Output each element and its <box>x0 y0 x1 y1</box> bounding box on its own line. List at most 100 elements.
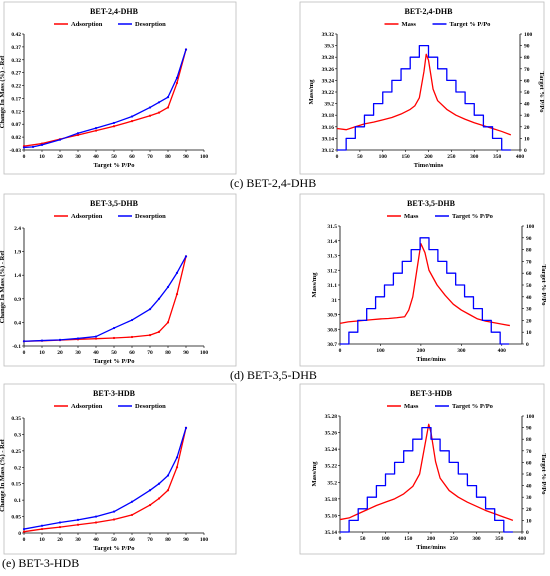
series-line <box>23 427 187 530</box>
data-point <box>112 510 116 513</box>
y-tick-label: 39.14 <box>322 136 335 142</box>
x-tick-label: 150 <box>404 536 413 542</box>
data-point <box>94 515 98 518</box>
data-point <box>184 48 188 51</box>
x-tick-label: 350 <box>495 536 504 542</box>
y2-tick-label: 70 <box>526 449 532 455</box>
caption-c: (c) BET-2,4-DHB <box>230 176 317 190</box>
y-tick-label: 39.26 <box>322 67 335 73</box>
chart-panel-5: 0 50 100 150 200 250 300 350 40035.1435.1635.183… <box>299 383 547 555</box>
x-tick-label: 0 <box>339 348 342 354</box>
chart-frame <box>3 193 237 367</box>
y-tick-label: 35.16 <box>325 513 338 519</box>
data-point <box>148 334 152 337</box>
data-point <box>22 530 26 533</box>
caption-e: (e) BET-3-HDB <box>2 556 80 570</box>
x-tick-label: 200 <box>424 154 433 160</box>
x-tick-label: 0 <box>339 536 342 542</box>
series-desorption <box>22 426 188 531</box>
data-point <box>184 426 188 429</box>
x-tick-label: 0 <box>23 154 26 160</box>
x-axis-label: Time/mins <box>416 356 446 363</box>
data-point <box>175 292 179 296</box>
legend-label: Mass <box>404 213 419 220</box>
y2-tick-label: 100 <box>526 224 535 230</box>
y2-tick-label: 70 <box>524 67 530 73</box>
data-point <box>31 145 35 149</box>
y-tick-label: 0.25 <box>11 449 21 455</box>
y2-tick-label: 50 <box>526 283 532 289</box>
data-point <box>130 335 134 339</box>
legend: Mass Target % P/Po <box>387 403 493 410</box>
data-point <box>130 120 134 123</box>
y-tick-label: 0.35 <box>11 416 21 422</box>
chart-panel-0: 0 10 20 30 40 50 60 70 80 90 100 -0.03 0.02 0.07 0.12 0… <box>0 1 237 175</box>
legend: Mass Target % P/Po <box>384 21 490 28</box>
y-tick-label: 39.16 <box>322 125 335 131</box>
y-tick-label: 0.32 <box>11 58 21 64</box>
y-tick-label: 0.07 <box>11 122 21 128</box>
series-line <box>23 427 187 533</box>
y-tick-label: 35.26 <box>325 431 338 437</box>
y2-tick-label: 0 <box>524 148 527 154</box>
data-point <box>130 318 134 322</box>
y-axis-label: Change In Mass (%) - Ref <box>0 250 6 324</box>
y-tick-label: 1.4 <box>14 273 21 279</box>
y2-tick-label: 90 <box>526 236 532 242</box>
x-tick-label: 200 <box>427 536 436 542</box>
data-point <box>157 101 161 104</box>
x-tick-label: 250 <box>447 154 456 160</box>
y2-tick-label: 20 <box>526 507 532 513</box>
series-line <box>340 237 510 345</box>
y-tick-label: 0.05 <box>11 515 21 521</box>
x-tick-label: 250 <box>450 536 459 542</box>
legend-label: Mass <box>404 403 419 410</box>
series-line <box>23 49 187 149</box>
series-adsorption <box>22 255 188 343</box>
x-tick-label: 100 <box>376 348 385 354</box>
x-tick-label: 50 <box>111 537 117 543</box>
y-tick-label: 0.1 <box>14 498 21 504</box>
x-tick-label: 30 <box>75 537 81 543</box>
x-axis-label: Target % P/Po <box>94 162 135 169</box>
data-point <box>130 500 134 503</box>
y2-tick-label: 0 <box>526 342 529 348</box>
data-point <box>148 308 152 311</box>
x-tick-label: 90 <box>183 350 189 356</box>
x-tick-label: 20 <box>57 537 63 543</box>
data-point <box>76 518 80 521</box>
y-tick-label: 31.5 <box>327 224 337 230</box>
y-tick-label: 0.17 <box>11 96 21 102</box>
series-mass <box>339 243 510 327</box>
data-point <box>58 525 62 529</box>
y-axis-label: Mass/mg <box>311 461 318 487</box>
data-point <box>157 482 161 485</box>
data-point <box>22 340 26 343</box>
y-tick-label: 35.28 <box>325 414 338 420</box>
x-tick-label: 80 <box>165 350 171 356</box>
data-point <box>94 335 98 338</box>
y2-tick-label: 80 <box>526 248 532 254</box>
y-axis-label: Mass/mg <box>308 79 315 105</box>
legend-label: Mass <box>402 21 417 28</box>
y2-tick-label: 40 <box>524 102 530 108</box>
chart-title: BET-3-HDB <box>410 389 453 398</box>
x-tick-label: 200 <box>417 348 426 354</box>
legend-label: Target % P/Po <box>452 403 493 410</box>
data-point <box>94 337 98 340</box>
y2-tick-label: 60 <box>524 78 530 84</box>
y-tick-label: 1.9 <box>14 250 21 256</box>
data-point <box>175 456 179 459</box>
y2-tick-label: 50 <box>526 472 532 478</box>
series-mass <box>336 53 512 136</box>
x-tick-label: 10 <box>39 154 45 160</box>
data-point <box>112 125 116 128</box>
y-axis-label: Change In Mass (%) - Ref <box>0 55 6 129</box>
chart-title: BET-2,4-DHB <box>405 7 454 16</box>
x-axis-label: Target % P/Po <box>94 545 135 552</box>
data-point <box>40 339 44 342</box>
chart-frame <box>299 1 545 175</box>
x-tick-label: 350 <box>493 154 502 160</box>
data-point <box>112 326 116 330</box>
y2-tick-label: 80 <box>526 437 532 443</box>
